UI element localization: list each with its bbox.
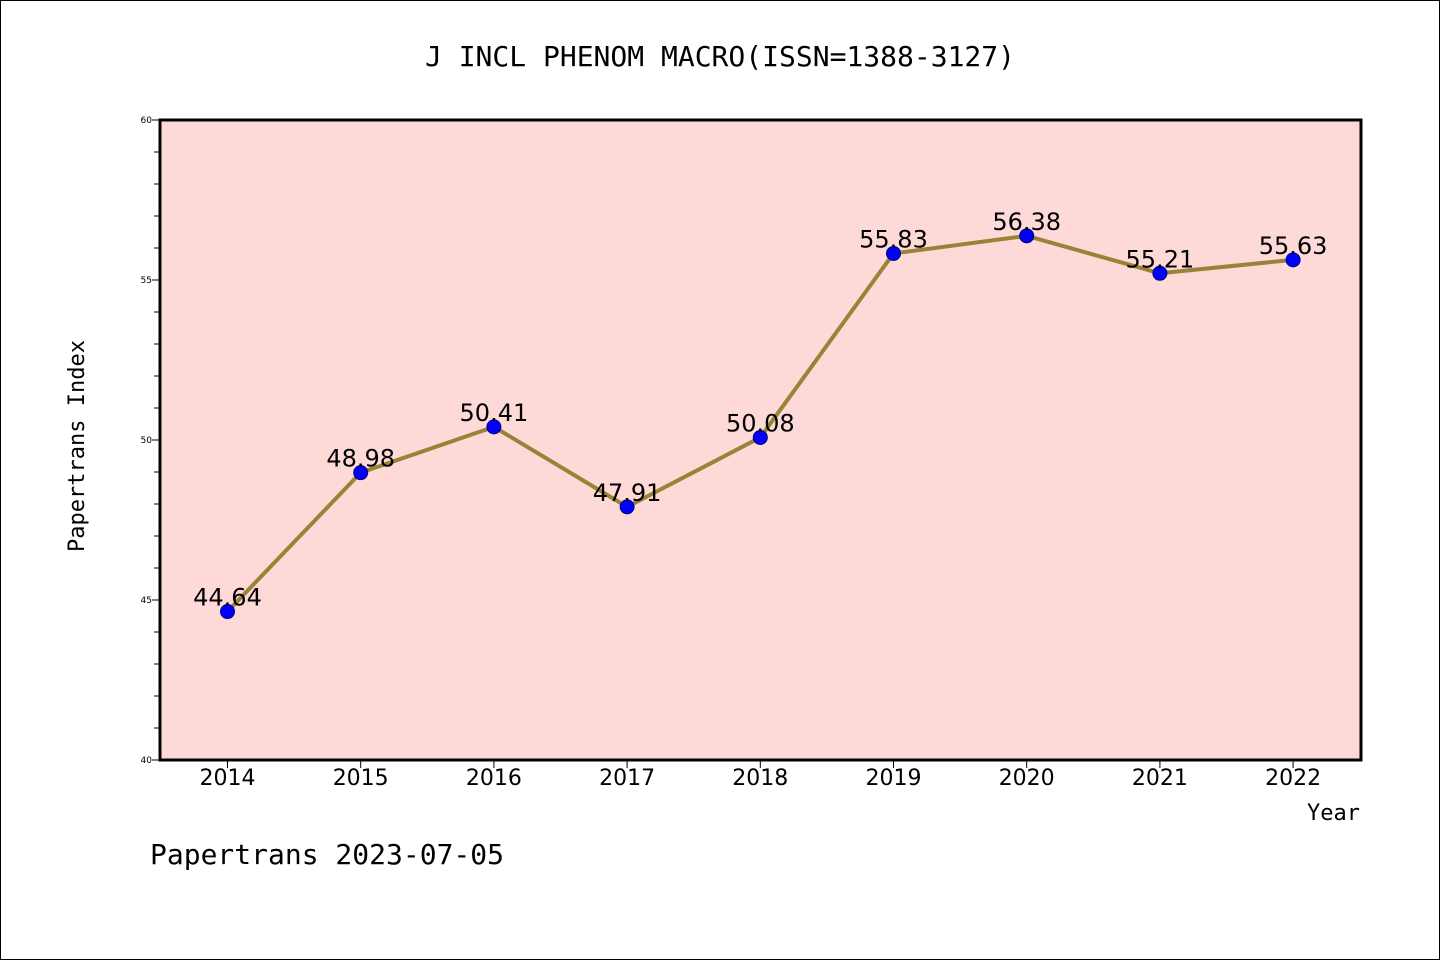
footer-text: Papertrans 2023-07-05: [150, 838, 504, 871]
data-label: 47.91: [593, 479, 662, 507]
y-tick-label: 50: [141, 436, 153, 446]
data-point: [486, 419, 502, 435]
data-label: 55.83: [859, 225, 928, 253]
data-label: 44.64: [193, 584, 262, 612]
x-tick-label: 2014: [200, 766, 256, 791]
x-axis-label: Year: [1307, 801, 1360, 826]
y-tick-label: 55: [141, 276, 152, 286]
x-axis: 2014 2015 2016 2017 2018 2019 2020 2021 2022: [200, 760, 1321, 791]
data-label: 55.21: [1126, 245, 1195, 273]
data-point: [1019, 228, 1035, 244]
data-label: 48.98: [326, 445, 395, 473]
x-tick-label: 2022: [1265, 766, 1321, 791]
data-labels: 44.64 48.98 50.41 47.91 50.08 55.83 56.38 55.21…: [193, 208, 1327, 612]
data-label: 50.08: [726, 409, 795, 437]
x-tick-label: 2015: [333, 766, 389, 791]
data-point: [619, 499, 635, 515]
data-label: 56.38: [992, 208, 1061, 236]
data-point: [886, 245, 901, 261]
y-tick-label: 40: [141, 756, 153, 766]
data-points: [220, 228, 1301, 620]
y-axis: 40 45 50 55 60: [141, 116, 160, 766]
data-point: [353, 465, 369, 481]
y-tick-label: 45: [141, 596, 152, 606]
y-axis-label: Papertrans Index: [65, 340, 90, 552]
x-tick-label: 2020: [999, 766, 1055, 791]
data-point: [752, 429, 768, 445]
y-tick-label: 60: [141, 116, 153, 126]
data-label: 55.63: [1259, 232, 1328, 260]
data-point: [1285, 252, 1301, 268]
x-tick-label: 2021: [1132, 766, 1188, 791]
x-tick-label: 2018: [732, 766, 788, 791]
data-point: [1152, 265, 1168, 281]
data-label: 50.41: [460, 399, 529, 427]
chart-title: J INCL PHENOM MACRO(ISSN=1388-3127): [425, 40, 1015, 73]
x-tick-label: 2017: [599, 766, 655, 791]
data-point: [220, 604, 235, 620]
x-tick-label: 2019: [866, 766, 922, 791]
x-tick-label: 2016: [466, 766, 522, 791]
